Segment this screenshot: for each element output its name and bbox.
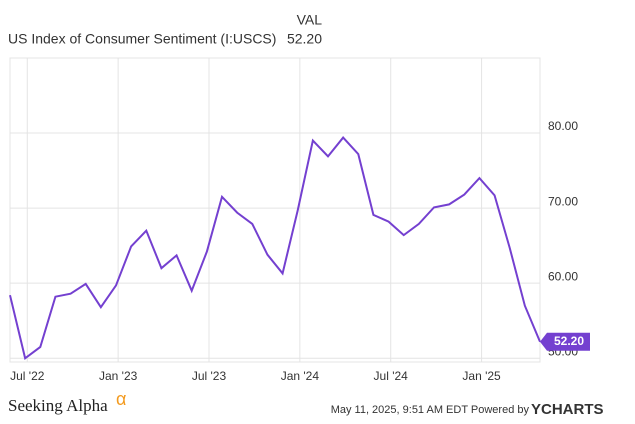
value-header: VAL: [297, 12, 323, 28]
y-tick-label: 60.00: [548, 269, 578, 283]
x-tick-label: Jan '23: [99, 369, 138, 383]
brand-mark: α: [116, 389, 126, 409]
value-badge: [540, 332, 590, 351]
current-value: 52.20: [287, 31, 322, 47]
y-tick-label: 70.00: [548, 194, 578, 208]
chart-title: US Index of Consumer Sentiment (I:USCS): [8, 31, 276, 47]
timestamp: May 11, 2025, 9:51 AM EDT Powered by: [331, 404, 530, 416]
x-tick-label: Jan '25: [462, 369, 501, 383]
plot-area: [9, 57, 541, 363]
x-tick-label: Jan '24: [281, 369, 320, 383]
line: [9, 136, 541, 360]
y-tick-label: 80.00: [548, 119, 578, 133]
provider: YCHARTS: [531, 401, 604, 418]
x-tick-label: Jul '24: [374, 369, 409, 383]
x-tick-label: Jul '23: [192, 369, 227, 383]
brand: Seeking Alpha: [8, 396, 108, 415]
x-tick-label: Jul '22: [10, 369, 45, 383]
value-label: 52.20: [554, 334, 584, 348]
